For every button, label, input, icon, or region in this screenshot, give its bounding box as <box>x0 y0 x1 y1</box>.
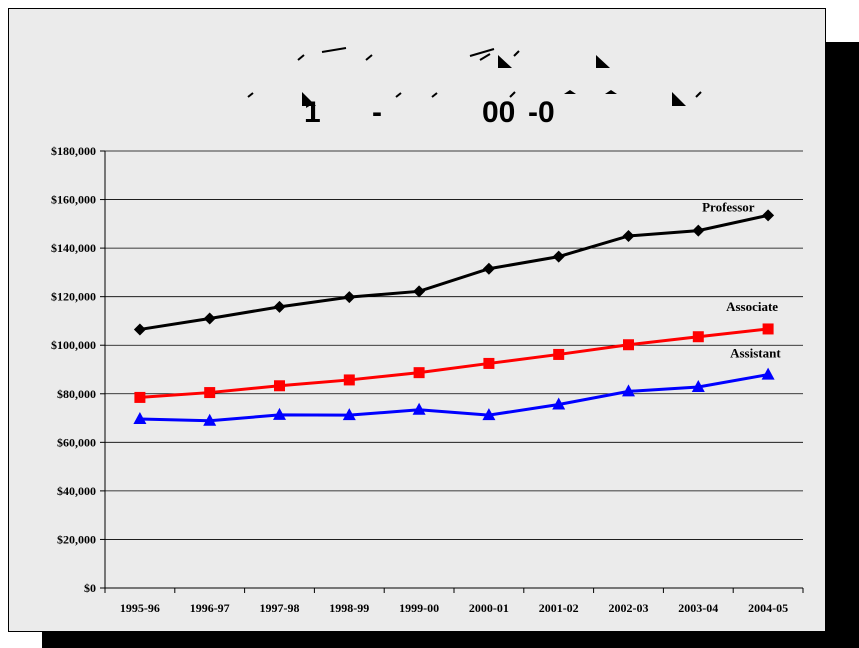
slide-panel <box>8 8 826 632</box>
series-line <box>139 327 769 399</box>
data-point-square <box>204 387 216 399</box>
grid-lines <box>105 150 803 540</box>
y-tick-label: $80,000 <box>57 387 96 401</box>
y-axis-labels: $0 $20,000 $40,000 $60,000 $80,000 $100,000 $1… <box>51 144 96 595</box>
data-point-triangle <box>622 384 635 397</box>
data-point-square <box>413 367 425 379</box>
data-point-diamond <box>413 285 426 298</box>
data-point-diamond <box>692 224 705 237</box>
series-line <box>139 373 769 423</box>
data-point-square <box>553 348 565 360</box>
title-fragment-4: -0 <box>528 96 555 129</box>
data-point-triangle <box>342 408 356 421</box>
x-tick-label: 1995-96 <box>120 601 160 615</box>
data-point-triangle <box>691 379 705 392</box>
data-point-diamond <box>343 291 356 304</box>
y-tick-label: $140,000 <box>51 241 96 255</box>
series-labels: Professor Associate Assistant <box>702 199 781 360</box>
x-axis-labels: 1995-96 1996-97 1997-98 1998-99 1999-00 2000-… <box>120 601 788 615</box>
data-point-diamond <box>482 262 495 275</box>
data-point-diamond <box>203 312 216 325</box>
x-tick-label: 1998-99 <box>329 601 369 615</box>
title-fragment-2: - <box>372 96 382 129</box>
data-point-diamond <box>762 209 775 222</box>
axes <box>100 150 804 593</box>
y-tick-label: $180,000 <box>51 144 96 158</box>
x-tick-label: 1997-98 <box>260 601 300 615</box>
data-point-diamond <box>552 250 565 263</box>
x-tick-label: 2000-01 <box>469 601 509 615</box>
y-tick-label: $100,000 <box>51 338 96 352</box>
y-tick-label: $20,000 <box>57 532 96 546</box>
data-point-triangle <box>133 412 147 425</box>
data-point-triangle <box>412 402 426 415</box>
series-line <box>139 213 769 331</box>
data-point-square <box>623 339 634 351</box>
data-point-triangle <box>482 408 496 421</box>
y-tick-label: $40,000 <box>57 484 96 498</box>
data-point-square <box>692 331 704 343</box>
data-point-triangle <box>273 407 286 420</box>
y-tick-label: $60,000 <box>57 435 96 449</box>
x-tick-label: 2002-03 <box>609 601 649 615</box>
y-tick-label: $160,000 <box>51 193 96 207</box>
data-point-triangle <box>203 413 217 426</box>
series-label: Associate <box>726 299 778 314</box>
series-group <box>133 209 775 426</box>
x-tick-label: 2001-02 <box>539 601 579 615</box>
x-tick-label: 2003-04 <box>678 601 718 615</box>
data-point-square <box>134 391 146 403</box>
y-tick-label: $0 <box>84 581 96 595</box>
y-tick-label: $120,000 <box>51 290 96 304</box>
data-point-diamond <box>133 323 146 336</box>
title-artifacts <box>247 47 702 106</box>
series-label: Professor <box>702 199 755 214</box>
data-point-square <box>762 323 774 335</box>
data-point-square <box>483 357 495 369</box>
data-point-triangle <box>552 397 566 410</box>
data-point-diamond <box>622 229 635 242</box>
data-point-square <box>343 374 355 386</box>
data-point-square <box>274 380 285 392</box>
x-tick-label: 1999-00 <box>399 601 439 615</box>
data-point-triangle <box>761 367 775 380</box>
title-fragment-3: 00 <box>482 96 516 129</box>
x-tick-label: 1996-97 <box>190 601 230 615</box>
series-label: Assistant <box>730 346 781 361</box>
data-point-diamond <box>273 300 286 313</box>
x-tick-label: 2004-05 <box>748 601 788 615</box>
